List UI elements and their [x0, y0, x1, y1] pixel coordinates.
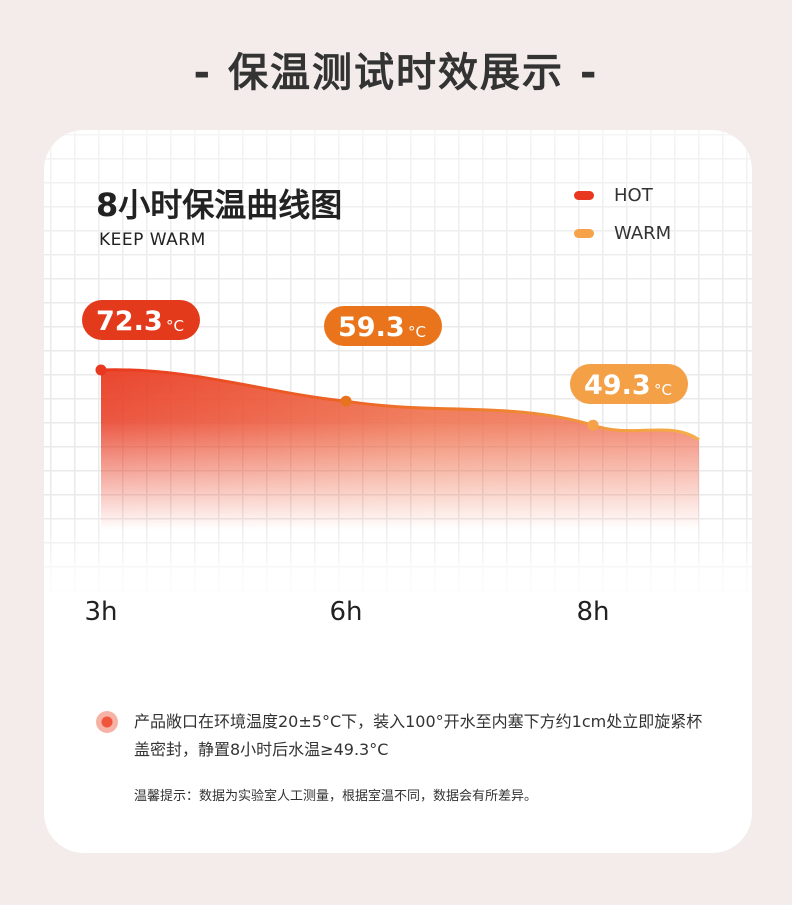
- value-badge-bg: [324, 306, 442, 346]
- point-layer: [95, 364, 599, 431]
- line-layer: [100, 368, 700, 441]
- legend-swatch-warm: [574, 228, 594, 238]
- data-label-unit: °C: [408, 323, 426, 341]
- test-condition-note: 产品敞口在环境温度20±5°C下，装入100°开水至内塞下方约1cm处立即旋紧杯…: [134, 712, 703, 759]
- legend: HOT WARM: [574, 176, 671, 252]
- data-label-3h: 72.3: [96, 306, 163, 337]
- legend-swatch-hot: [574, 190, 594, 200]
- chart-subtitle: KEEP WARM: [99, 230, 206, 250]
- data-label-8h: 49.3: [584, 370, 651, 401]
- x-tick-3h: 3h: [84, 597, 117, 627]
- x-tick-8h: 8h: [576, 597, 609, 627]
- badge-layer: 72.3 °C 59.3 °C49.3 °C: [82, 300, 688, 404]
- data-point-8h: [587, 419, 599, 431]
- temperature-chart: 72.3 °C 59.3 °C49.3 °C 3h 6h 8h: [82, 300, 700, 627]
- data-point-3h: [95, 364, 107, 376]
- warm-tip: 温馨提示：数据为实验室人工测量，根据室温不同，数据会有所差异。: [134, 789, 538, 804]
- temperature-line: [100, 368, 700, 441]
- bullet-dot-icon: [96, 711, 118, 733]
- legend-item-hot: HOT: [574, 176, 671, 214]
- value-badge-bg: [82, 300, 200, 340]
- value-badge-6h: 59.3 °C: [324, 306, 442, 346]
- area-layer: [101, 369, 699, 530]
- data-point-6h: [340, 395, 352, 407]
- data-label-unit: °C: [654, 381, 672, 399]
- legend-item-warm: WARM: [574, 214, 671, 252]
- data-label-6h: 59.3: [338, 312, 405, 343]
- value-badge-8h: 49.3 °C: [570, 364, 688, 404]
- data-label-unit: °C: [166, 317, 184, 335]
- tick-layer: 3h 6h 8h: [84, 597, 609, 627]
- value-badge-3h: 72.3 °C: [82, 300, 200, 340]
- value-badge-bg: [570, 364, 688, 404]
- x-tick-6h: 6h: [329, 597, 362, 627]
- chart-title: 8小时保温曲线图: [96, 186, 343, 224]
- page-title: - 保温测试时效展示 -: [193, 50, 599, 96]
- legend-label-warm: WARM: [614, 222, 672, 244]
- temperature-area: [101, 369, 699, 530]
- legend-label-hot: HOT: [614, 184, 653, 206]
- chart-card: 72.3 °C 59.3 °C 49.3 °C 3h 6h 8h 8小时保温曲线图 KEEP …: [44, 130, 752, 853]
